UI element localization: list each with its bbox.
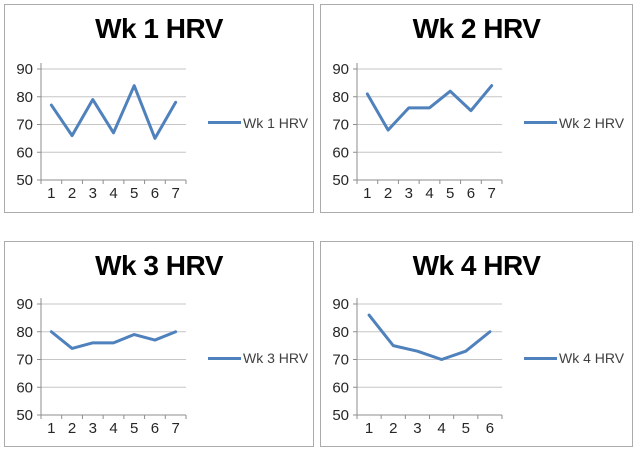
chart-body: 50 60 70 80 90 1 2 3 4 5 6 7 Wk 2 HRV [321,47,632,212]
chart-title: Wk 3 HRV [95,250,223,281]
y-tick-label: 60 [16,379,33,396]
y-tick-label: 90 [332,296,349,313]
legend-line-sample-icon [524,121,557,124]
x-tick-label: 3 [405,185,413,202]
x-tick-label: 3 [89,420,97,437]
chart-panel-wk4: Wk 4 HRV 50 60 70 80 90 1 2 3 4 5 6 Wk 4 HRV [320,241,633,447]
legend: Wk 4 HRV [524,350,624,366]
y-tick-label: 80 [16,88,33,105]
y-tick-label: 70 [332,352,349,369]
y-tick-label: 50 [16,172,33,189]
x-tick-label: 6 [486,420,494,437]
chart-title: Wk 2 HRV [412,13,541,44]
x-tick-label: 1 [47,420,55,437]
x-tick-label: 4 [109,185,117,202]
x-tick-label: 4 [109,420,117,437]
line-plot: 50 60 70 80 90 1 2 3 4 5 6 7 [16,296,187,437]
legend: Wk 3 HRV [208,350,308,366]
y-tick-label: 80 [332,88,349,105]
y-tick-label: 90 [332,61,349,78]
legend-label: Wk 4 HRV [559,350,625,366]
series-line [49,83,178,140]
chart-panel-wk1: Wk 1 HRV 50 60 70 80 90 1 2 3 4 5 6 7 Wk 1 HRV [4,4,314,213]
y-tick-label: 70 [16,352,33,369]
line-plot: 50 60 70 80 90 1 2 3 4 5 6 [332,296,503,437]
x-tick-label: 4 [425,185,433,202]
chart-panel-wk3: Wk 3 HRV 50 60 70 80 90 1 2 3 4 5 6 7 Wk 3 HRV [4,241,314,447]
chart-title: Wk 4 HRV [412,250,541,281]
y-tick-label: 80 [16,324,33,341]
x-tick-label: 6 [467,185,475,202]
y-tick-label: 60 [332,144,349,161]
x-tick-label: 2 [389,420,397,437]
x-tick-label: 1 [365,420,373,437]
y-tick-label: 80 [332,324,349,341]
y-tick-label: 50 [332,172,349,189]
line-plot: 50 60 70 80 90 1 2 3 4 5 6 7 [332,61,503,202]
x-tick-label: 3 [413,420,421,437]
x-tick-label: 5 [462,420,470,437]
x-tick-label: 5 [446,185,454,202]
legend-line-sample-icon [208,356,241,360]
chart-body: 50 60 70 80 90 1 2 3 4 5 6 Wk 4 HRV [321,284,632,446]
chart-body: 50 60 70 80 90 1 2 3 4 5 6 7 Wk 1 HRV [5,47,313,212]
x-tick-label: 2 [68,185,76,202]
legend: Wk 2 HRV [524,115,624,131]
x-tick-label: 6 [151,185,159,202]
series-line [49,330,178,350]
x-tick-label: 3 [89,185,97,202]
y-tick-label: 90 [16,61,33,78]
x-tick-label: 7 [171,420,179,437]
legend-label: Wk 3 HRV [243,350,309,366]
x-tick-label: 2 [384,185,392,202]
x-tick-label: 5 [130,420,138,437]
y-tick-label: 60 [16,144,33,161]
x-tick-label: 1 [363,185,371,202]
x-tick-label: 2 [68,420,76,437]
series-line [367,313,492,361]
y-tick-label: 90 [16,296,33,313]
legend-line-sample-icon [524,356,557,360]
x-tick-label: 1 [47,185,55,202]
legend: Wk 1 HRV [208,115,308,131]
x-tick-label: 4 [437,420,445,437]
chart-body: 50 60 70 80 90 1 2 3 4 5 6 7 Wk 3 HRV [5,284,313,446]
legend-line-sample-icon [208,121,241,124]
chart-title: Wk 1 HRV [95,13,223,44]
line-plot: 50 60 70 80 90 1 2 3 4 5 6 7 [16,61,187,202]
y-tick-label: 50 [332,407,349,424]
chart-panel-wk2: Wk 2 HRV 50 60 70 80 90 1 2 3 4 5 6 7 Wk 2 HRV [320,4,633,213]
y-tick-label: 50 [16,407,33,424]
legend-label: Wk 2 HRV [559,114,625,131]
x-tick-label: 7 [171,185,179,202]
y-tick-label: 70 [16,116,33,133]
y-tick-label: 70 [332,116,349,133]
x-tick-label: 7 [487,185,495,202]
legend-label: Wk 1 HRV [243,114,309,131]
x-tick-label: 6 [151,420,159,437]
x-tick-label: 5 [130,185,138,202]
y-tick-label: 60 [332,379,349,396]
series-line [365,83,494,132]
